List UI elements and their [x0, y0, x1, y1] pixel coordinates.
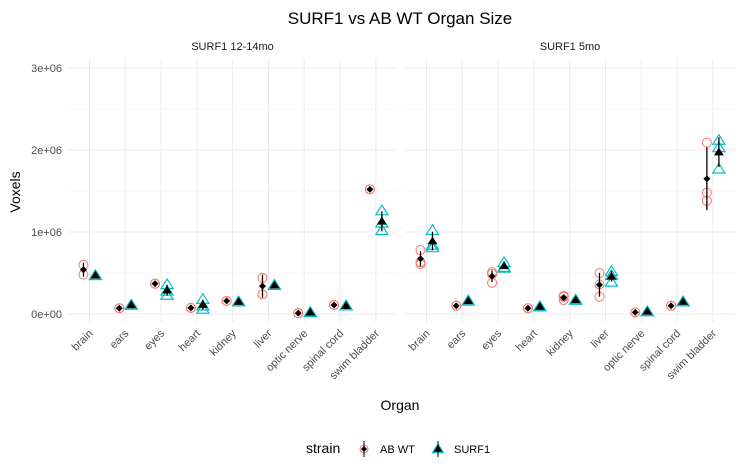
y-tick-label: 0e+00 — [31, 309, 62, 321]
mean-marker-abwt — [79, 266, 87, 274]
mean-marker-surf1 — [427, 236, 438, 245]
facet-label: SURF1 5mo — [540, 41, 601, 53]
data-point-surf1 — [338, 299, 354, 311]
mean-marker-abwt — [488, 272, 496, 280]
mean-marker-abwt — [330, 301, 338, 309]
mean-marker-abwt — [524, 304, 532, 312]
x-tick-label: liver — [252, 327, 275, 350]
x-tick-label: heart — [514, 328, 540, 354]
mean-marker-abwt — [258, 282, 266, 290]
mean-marker-abwt — [151, 280, 159, 288]
data-point-surf1 — [195, 302, 211, 314]
x-tick-label: kidney — [545, 327, 576, 358]
mean-marker-abwt — [223, 297, 231, 305]
data-point-surf1 — [425, 240, 440, 253]
data-point-abwt — [150, 278, 161, 289]
x-tick-label: ears — [108, 327, 132, 351]
mean-marker-abwt — [187, 304, 195, 312]
x-axis-label: Organ — [381, 397, 420, 413]
data-point-surf1 — [675, 295, 691, 307]
data-point-abwt — [451, 300, 462, 311]
mean-marker-abwt — [703, 175, 711, 183]
legend-label-surf1: SURF1 — [454, 444, 490, 456]
chart-title: SURF1 vs AB WT Organ Size — [288, 9, 513, 28]
x-tick-label: eyes — [142, 327, 167, 352]
mean-marker-abwt — [452, 302, 460, 310]
data-point-surf1 — [267, 278, 282, 291]
x-tick-label: brain — [407, 328, 433, 354]
legend: strain AB WT SURF1 — [306, 440, 490, 457]
data-point-abwt — [666, 300, 677, 311]
facet-label: SURF1 12-14mo — [191, 41, 274, 53]
legend-label-abwt: AB WT — [380, 444, 415, 456]
data-point-abwt — [522, 303, 533, 314]
x-tick-label: brain — [70, 328, 96, 354]
mean-marker-surf1 — [269, 280, 280, 289]
mean-marker-surf1 — [463, 296, 474, 305]
mean-marker-surf1 — [642, 306, 653, 315]
facet-panel: SURF1 12-14mo 0e+00 1e+06 2e+06 3e+06 brain ea… — [31, 41, 397, 382]
mean-marker-surf1 — [305, 307, 316, 316]
mean-marker-surf1 — [90, 270, 101, 279]
mean-marker-surf1 — [197, 300, 208, 308]
data-point-surf1 — [231, 295, 246, 307]
mean-marker-surf1 — [499, 261, 510, 270]
data-point-surf1 — [640, 304, 655, 317]
data-point-abwt — [185, 302, 196, 313]
mean-marker-surf1 — [126, 300, 137, 309]
data-point-abwt — [558, 291, 569, 302]
y-tick-label: 2e+06 — [31, 145, 62, 157]
mean-marker-abwt — [667, 302, 675, 310]
data-point-abwt — [630, 307, 641, 318]
data-point-surf1 — [711, 162, 727, 174]
data-point-surf1 — [461, 294, 476, 306]
mean-marker-abwt — [416, 255, 424, 263]
mean-marker-surf1 — [713, 147, 724, 156]
data-point-abwt — [114, 303, 125, 314]
data-point-abwt — [329, 299, 340, 310]
x-tick-label: liver — [589, 327, 612, 350]
legend-key-abwt-mean — [361, 446, 367, 452]
data-point-surf1 — [374, 223, 390, 236]
mean-marker-surf1 — [162, 285, 173, 294]
mean-marker-surf1 — [233, 297, 244, 305]
x-tick-label: eyes — [479, 327, 504, 352]
data-point-surf1 — [303, 305, 318, 318]
legend-key-surf1-mean — [433, 444, 443, 452]
mean-marker-abwt — [560, 294, 568, 302]
data-point-abwt — [293, 308, 304, 319]
mean-marker-surf1 — [376, 216, 387, 225]
data-point-surf1 — [159, 288, 175, 300]
mean-marker-surf1 — [534, 301, 545, 310]
data-point-surf1 — [604, 275, 619, 287]
legend-title: strain — [306, 440, 340, 456]
mean-marker-abwt — [115, 304, 123, 312]
data-point-surf1 — [568, 293, 583, 305]
mean-marker-abwt — [595, 281, 603, 289]
mean-marker-surf1 — [341, 301, 352, 310]
y-tick-label: 3e+06 — [31, 63, 62, 75]
x-tick-label: ears — [445, 327, 469, 351]
mean-marker-abwt — [294, 309, 302, 317]
y-tick-label: 1e+06 — [31, 227, 62, 239]
y-axis-label: Voxels — [7, 171, 23, 212]
data-point-abwt — [221, 295, 232, 306]
data-point-abwt — [364, 184, 375, 195]
data-point-surf1 — [124, 298, 139, 310]
mean-marker-surf1 — [678, 297, 689, 305]
mean-marker-abwt — [366, 185, 374, 193]
data-point-surf1 — [88, 268, 103, 281]
x-tick-label: kidney — [208, 327, 239, 358]
x-tick-label: heart — [177, 328, 203, 354]
mean-marker-surf1 — [570, 295, 581, 304]
mean-marker-surf1 — [606, 271, 617, 280]
mean-marker-abwt — [631, 308, 639, 316]
data-point-surf1 — [532, 299, 548, 312]
data-point-abwt — [701, 137, 712, 148]
